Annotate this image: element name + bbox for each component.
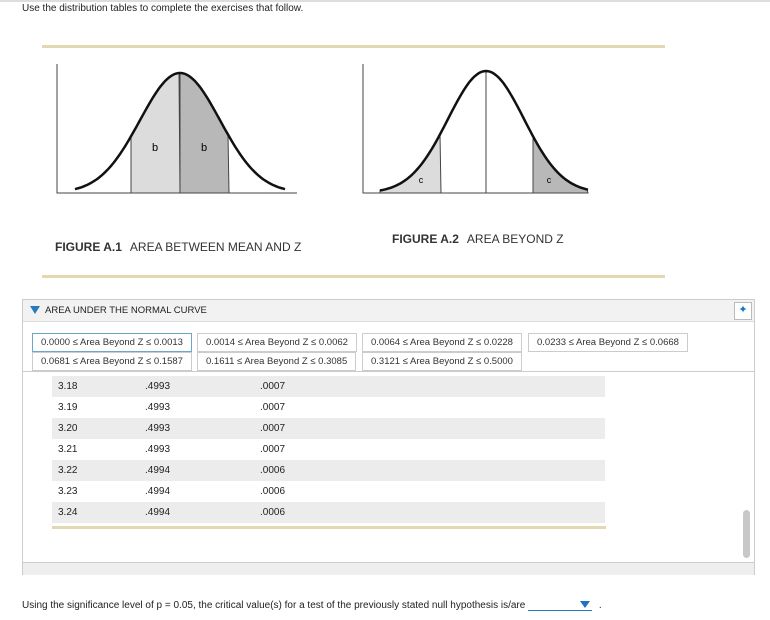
curve <box>379 69 589 192</box>
axis <box>362 64 588 194</box>
region <box>379 132 442 194</box>
panel-header[interactable]: AREA UNDER THE NORMAL CURVE ✦ <box>23 300 754 322</box>
tab[interactable]: 0.3121 ≤ Area Beyond Z ≤ 0.5000 <box>362 352 522 371</box>
instruction: Use the distribution tables to complete … <box>22 3 304 14</box>
question-text: Using the significance level of p = 0.05… <box>22 600 526 611</box>
tab[interactable]: 0.0014 ≤ Area Beyond Z ≤ 0.0062 <box>197 333 357 352</box>
table-row: 3.22 .4994 .0006 <box>52 460 605 481</box>
table-row: 3.20 .4993 .0007 <box>52 418 605 439</box>
region <box>130 72 181 194</box>
table-cell: .4993 <box>145 381 171 392</box>
table-cell: .0007 <box>260 444 286 455</box>
table-cell: 3.22 <box>58 465 78 476</box>
tab[interactable]: 0.0681 ≤ Area Beyond Z ≤ 0.1587 <box>32 352 192 371</box>
region-label: b <box>152 142 158 154</box>
region-label: c <box>547 175 552 185</box>
dropdown-arrow <box>580 601 591 608</box>
curve <box>74 71 286 191</box>
table-cell: .4994 <box>145 507 171 518</box>
tab[interactable]: 0.0000 ≤ Area Beyond Z ≤ 0.0013 <box>32 333 192 352</box>
pin-button[interactable]: ✦ <box>734 302 752 320</box>
resize-bar[interactable] <box>23 562 754 575</box>
table-cell: .4994 <box>145 465 171 476</box>
table-cell: 3.23 <box>58 486 78 497</box>
tab[interactable]: 0.1611 ≤ Area Beyond Z ≤ 0.3085 <box>197 352 357 371</box>
figure-title: AREA BEYOND Z <box>466 232 564 246</box>
table-cell: .0006 <box>260 486 286 497</box>
tab-rule <box>23 371 754 372</box>
figure-number: FIGURE A.2 <box>392 232 459 246</box>
panel-title: AREA UNDER THE NORMAL CURVE <box>45 305 207 316</box>
table-row: 3.18 .4993 .0007 <box>52 376 605 397</box>
figure-title: AREA BETWEEN MEAN AND Z <box>129 240 302 254</box>
rule <box>42 45 665 48</box>
table-cell: 3.19 <box>58 402 78 413</box>
table-cell: .4993 <box>145 444 171 455</box>
table-cell: .0007 <box>260 402 286 413</box>
rule <box>42 275 665 278</box>
region-label: c <box>419 175 424 185</box>
answer-dropdown[interactable] <box>528 600 593 611</box>
region <box>532 135 589 194</box>
tab[interactable]: 0.0064 ≤ Area Beyond Z ≤ 0.0228 <box>362 333 522 352</box>
table-cell: .0007 <box>260 423 286 434</box>
region-label: b <box>201 142 207 154</box>
table-cell: .4994 <box>145 486 171 497</box>
table-row: 3.19 .4993 .0007 <box>52 397 605 418</box>
question-end: . <box>598 600 602 611</box>
rule <box>52 526 606 529</box>
table-cell: .0006 <box>260 465 286 476</box>
figure-caption: FIGURE A.1 AREA BETWEEN MEAN AND Z <box>55 240 301 254</box>
region <box>179 72 230 194</box>
table-row: 3.23 .4994 .0006 <box>52 481 605 502</box>
scrollbar[interactable] <box>743 510 750 558</box>
table-row: 3.21 .4993 .0007 <box>52 439 605 460</box>
figure-caption: FIGURE A.2 AREA BEYOND Z <box>392 232 564 246</box>
table-cell: .4993 <box>145 402 171 413</box>
figures: b b c c <box>56 64 589 194</box>
table-cell: 3.18 <box>58 381 78 392</box>
table-cell: 3.24 <box>58 507 78 518</box>
collapse-icon <box>30 306 40 314</box>
table-cell: .0006 <box>260 507 286 518</box>
panel: AREA UNDER THE NORMAL CURVE ✦ 0.0000 ≤ A… <box>22 299 755 575</box>
table-cell: 3.20 <box>58 423 78 434</box>
table-cell: 3.21 <box>58 444 78 455</box>
table-row: 3.24 .4994 .0006 <box>52 502 605 523</box>
tab[interactable]: 0.0233 ≤ Area Beyond Z ≤ 0.0668 <box>528 333 688 352</box>
table-cell: .0007 <box>260 381 286 392</box>
top-rule <box>0 0 770 2</box>
question: Using the significance level of p = 0.05… <box>22 600 602 611</box>
figure-number: FIGURE A.1 <box>55 240 122 254</box>
table-cell: .4993 <box>145 423 171 434</box>
